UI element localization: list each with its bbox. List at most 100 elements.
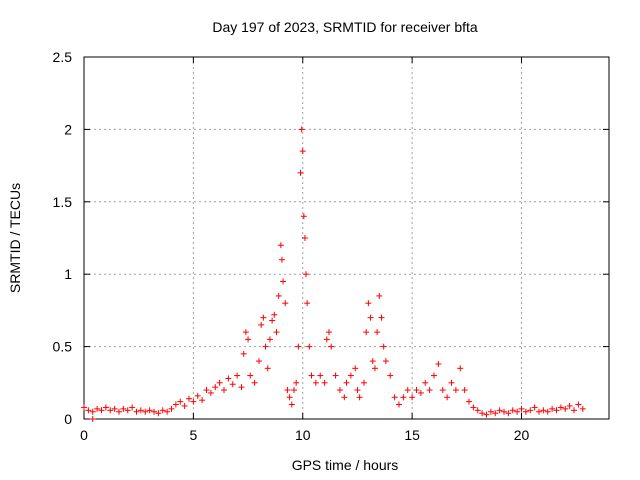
plot-frame [83,56,610,420]
data-point [258,321,265,328]
data-point [225,375,232,382]
data-point [159,407,166,414]
data-point [483,411,490,418]
data-point [142,408,149,415]
data-point [321,379,328,386]
data-point [312,379,319,386]
data-point [186,395,192,402]
data-point [288,401,295,408]
data-point [133,408,140,415]
data-point [417,389,424,396]
data-point [365,300,372,307]
data-point [553,407,560,414]
data-point [273,329,280,336]
data-point [269,317,276,324]
data-point [120,405,127,412]
data-point [518,405,525,412]
data-point [164,408,171,415]
data-point [404,387,411,394]
data-point [540,407,547,414]
data-point [323,336,330,343]
data-point [94,405,101,412]
data-point [571,407,577,414]
data-point [328,343,335,350]
data-point [361,379,367,386]
data-point [298,126,305,133]
data-point [367,314,374,321]
data-point [336,387,343,394]
data-point [190,398,197,405]
data-point [363,329,370,336]
data-point [286,394,293,401]
data-point [378,314,385,321]
data-point [439,387,446,394]
data-point [234,372,241,379]
data-point [172,401,179,408]
y-tick-label: 2 [64,121,72,137]
data-point [229,381,236,388]
data-point [278,256,285,263]
data-point [129,404,136,411]
data-point [435,360,442,367]
data-point [371,365,378,372]
data-point [124,407,131,414]
data-point [496,407,503,414]
chart-title: Day 197 of 2023, SRMTID for receiver bft… [212,19,478,35]
data-point [562,405,569,412]
x-tick-label: 20 [514,427,530,443]
data-point [85,407,92,414]
y-tick-label: 0 [64,411,72,427]
data-point [422,379,429,386]
data-point [295,343,302,350]
data-point [566,402,573,409]
data-point [466,398,472,405]
data-point [251,379,258,386]
x-tick-label: 15 [404,427,420,443]
data-point [275,292,282,299]
data-point [376,292,383,299]
data-point [194,392,201,399]
data-point [522,408,529,415]
data-point [549,405,556,412]
data-point [303,271,310,278]
data-point [332,372,339,379]
data-points [81,126,586,422]
data-point [107,407,114,414]
data-point [514,408,521,415]
y-tick-label: 1.5 [53,194,73,210]
data-point [199,397,206,404]
data-point [137,407,144,414]
y-axis-label: SRMTID / TECUs [7,183,23,293]
data-point [487,408,494,415]
data-point [448,379,455,386]
data-point [284,387,291,394]
data-point [168,405,175,412]
data-point [426,387,433,394]
data-point [369,358,376,365]
data-point [260,314,267,321]
data-point [300,213,307,220]
data-point [277,242,284,249]
data-point [240,350,247,357]
data-point [557,404,564,411]
data-point [579,405,586,412]
data-point [111,405,118,412]
data-point [98,407,105,414]
data-point [452,387,459,394]
data-point [301,235,308,241]
data-point [380,343,387,350]
data-point [470,404,477,411]
data-point [544,408,551,415]
x-tick-label: 10 [295,427,311,443]
data-point [409,394,416,401]
y-tick-label: 2.5 [53,49,73,65]
data-point [299,148,306,155]
data-point [81,404,87,411]
x-tick-label: 5 [189,427,197,443]
data-point [280,278,287,285]
data-point [242,329,249,336]
data-point [245,336,252,343]
data-point [531,404,538,411]
data-point [203,387,210,394]
data-point [293,379,300,386]
